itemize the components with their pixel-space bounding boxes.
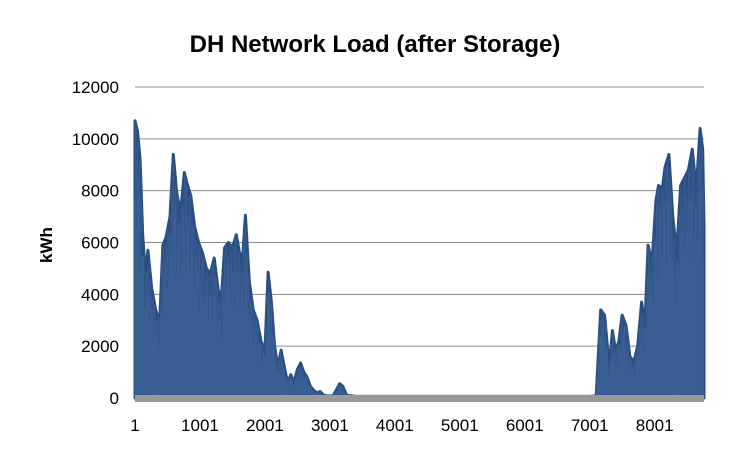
chart-title: DH Network Load (after Storage) xyxy=(190,31,561,58)
x-tick-label: 3001 xyxy=(311,416,349,435)
y-tick-label: 0 xyxy=(110,389,119,408)
x-tick-label: 8001 xyxy=(636,416,674,435)
y-tick-label: 8000 xyxy=(81,182,119,201)
x-axis-line xyxy=(135,395,704,402)
y-tick-label: 12000 xyxy=(72,78,119,97)
series-oscillation xyxy=(134,124,704,398)
x-axis-ticks: 1 1001 2001 3001 4001 5001 6001 7001 8001 xyxy=(130,416,673,435)
x-tick-label: 4001 xyxy=(376,416,414,435)
y-tick-label: 10000 xyxy=(72,130,119,149)
x-tick-label: 5001 xyxy=(441,416,479,435)
y-tick-label: 6000 xyxy=(81,234,119,253)
x-tick-label: 1001 xyxy=(181,416,219,435)
y-tick-label: 4000 xyxy=(81,285,119,304)
x-tick-label: 1 xyxy=(130,416,139,435)
plot-area xyxy=(133,119,706,400)
y-axis-label: kWh xyxy=(37,227,56,263)
x-tick-label: 6001 xyxy=(506,416,544,435)
y-axis-ticks: 0 2000 4000 6000 8000 10000 12000 xyxy=(72,78,119,408)
y-tick-label: 2000 xyxy=(81,337,119,356)
x-tick-label: 2001 xyxy=(246,416,284,435)
x-tick-label: 7001 xyxy=(571,416,609,435)
